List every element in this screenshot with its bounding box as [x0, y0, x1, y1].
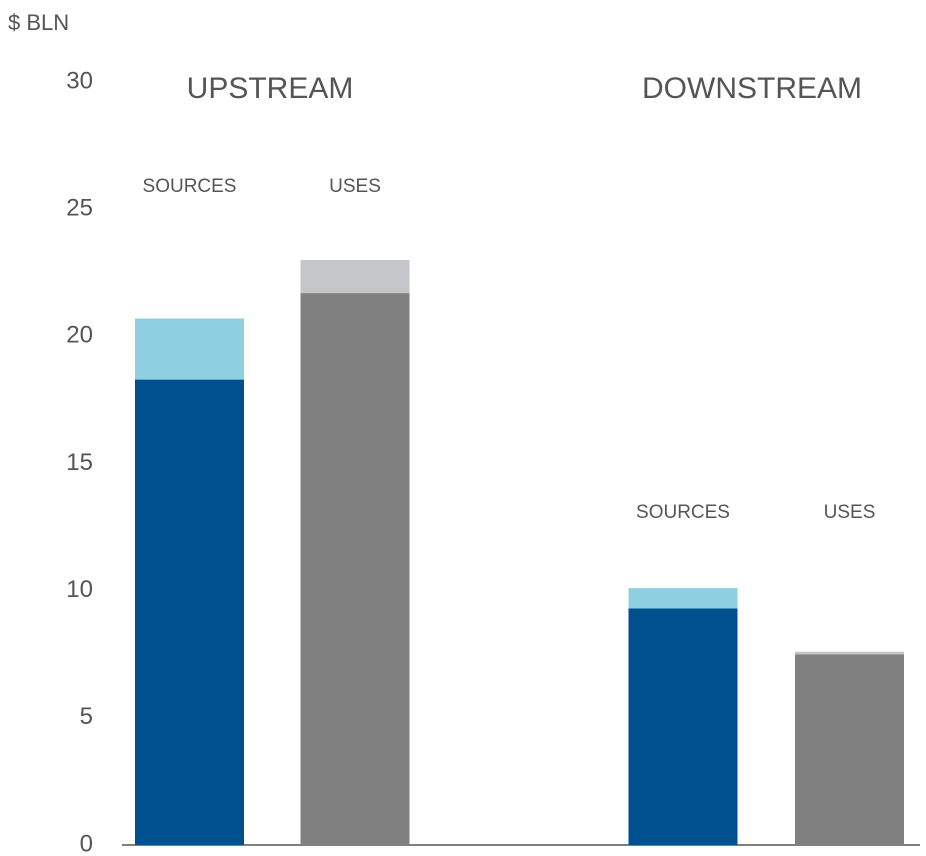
bar-segment: [300, 260, 410, 294]
y-tick-label: 0: [80, 830, 93, 856]
bar-segment: [300, 293, 410, 845]
y-tick-label: 30: [66, 67, 93, 94]
y-axis-label: $ BLN: [8, 10, 69, 35]
y-tick-label: 10: [66, 576, 93, 603]
category-label: USES: [824, 502, 876, 523]
bar-segment: [135, 318, 244, 380]
category-label: SOURCES: [636, 502, 730, 523]
category-label: SOURCES: [143, 176, 237, 197]
group-label: UPSTREAM: [187, 72, 354, 105]
y-tick-label: 20: [66, 322, 93, 349]
y-tick-label: 5: [80, 703, 93, 730]
bar-segment: [628, 608, 738, 845]
group-label: DOWNSTREAM: [642, 72, 862, 105]
bar-segment: [795, 654, 904, 845]
bar-segment: [628, 588, 738, 609]
bar-segment: [135, 379, 244, 845]
category-label: USES: [329, 176, 381, 197]
y-tick-label: 15: [66, 449, 93, 476]
bar-segment: [795, 651, 904, 655]
y-tick-label: 25: [66, 195, 93, 222]
